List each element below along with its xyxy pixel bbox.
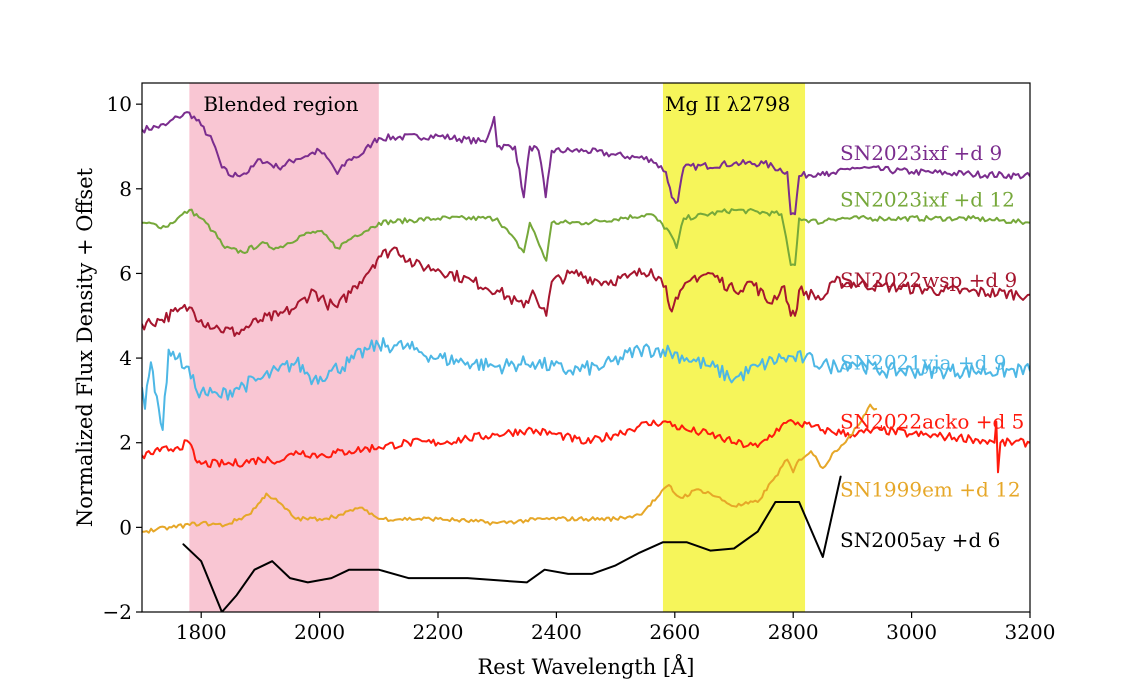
series-line-1 [142, 208, 1030, 266]
x-tick-label: 3000 [886, 620, 937, 644]
y-axis-ticks: −2 0 2 4 6 8 10 [103, 92, 142, 624]
series-labels: SN2023ixf +d 9 SN2023ixf +d 12 SN2022wsp +… [840, 141, 1024, 552]
plot-frame [141, 82, 1031, 613]
y-axis-title: Normalized Flux Density + Offset [73, 167, 97, 527]
annotation-blended: Blended region [203, 92, 358, 116]
series-line-3 [142, 337, 1030, 431]
series-line-4 [142, 419, 1030, 474]
series-label-0: SN2023ixf +d 9 [840, 141, 1002, 165]
x-tick-label: 3200 [1005, 620, 1056, 644]
annotation-mgii: Mg II λ2798 [665, 92, 790, 116]
y-tick-label: 8 [119, 177, 132, 201]
series-label-5: SN1999em +d 12 [840, 477, 1021, 501]
series-label-1: SN2023ixf +d 12 [840, 187, 1015, 211]
series-line-5 [142, 403, 878, 534]
shaded-regions [189, 83, 806, 612]
x-tick-label: 2600 [649, 620, 700, 644]
series-label-2: SN2022wsp +d 9 [840, 268, 1017, 292]
y-tick-label: 4 [119, 346, 132, 370]
y-tick-label: −2 [103, 600, 132, 624]
y-tick-label: 10 [107, 92, 132, 116]
series-line-6 [182, 475, 842, 612]
x-tick-label: 2800 [768, 620, 819, 644]
x-tick-label: 1800 [176, 620, 227, 644]
x-tick-label: 2000 [294, 620, 345, 644]
x-axis-ticks: 1800 2000 2200 2400 2600 2800 3000 3200 [176, 612, 1056, 644]
region-annotations: Blended region Mg II λ2798 [203, 92, 790, 116]
series-label-3: SN2021yja +d 9 [840, 350, 1007, 374]
region-blended [189, 83, 379, 612]
x-tick-label: 2200 [413, 620, 464, 644]
y-tick-label: 6 [119, 261, 132, 285]
series-label-6: SN2005ay +d 6 [840, 528, 1000, 552]
x-tick-label: 2400 [531, 620, 582, 644]
series-line-0 [142, 111, 1030, 216]
y-tick-label: 2 [119, 431, 132, 455]
series-label-4: SN2022acko +d 5 [840, 410, 1024, 434]
x-axis-title: Rest Wavelength [Å] [477, 654, 694, 679]
y-tick-label: 0 [119, 515, 132, 539]
series-line-2 [142, 246, 1030, 337]
spectra-lines [142, 111, 1030, 612]
